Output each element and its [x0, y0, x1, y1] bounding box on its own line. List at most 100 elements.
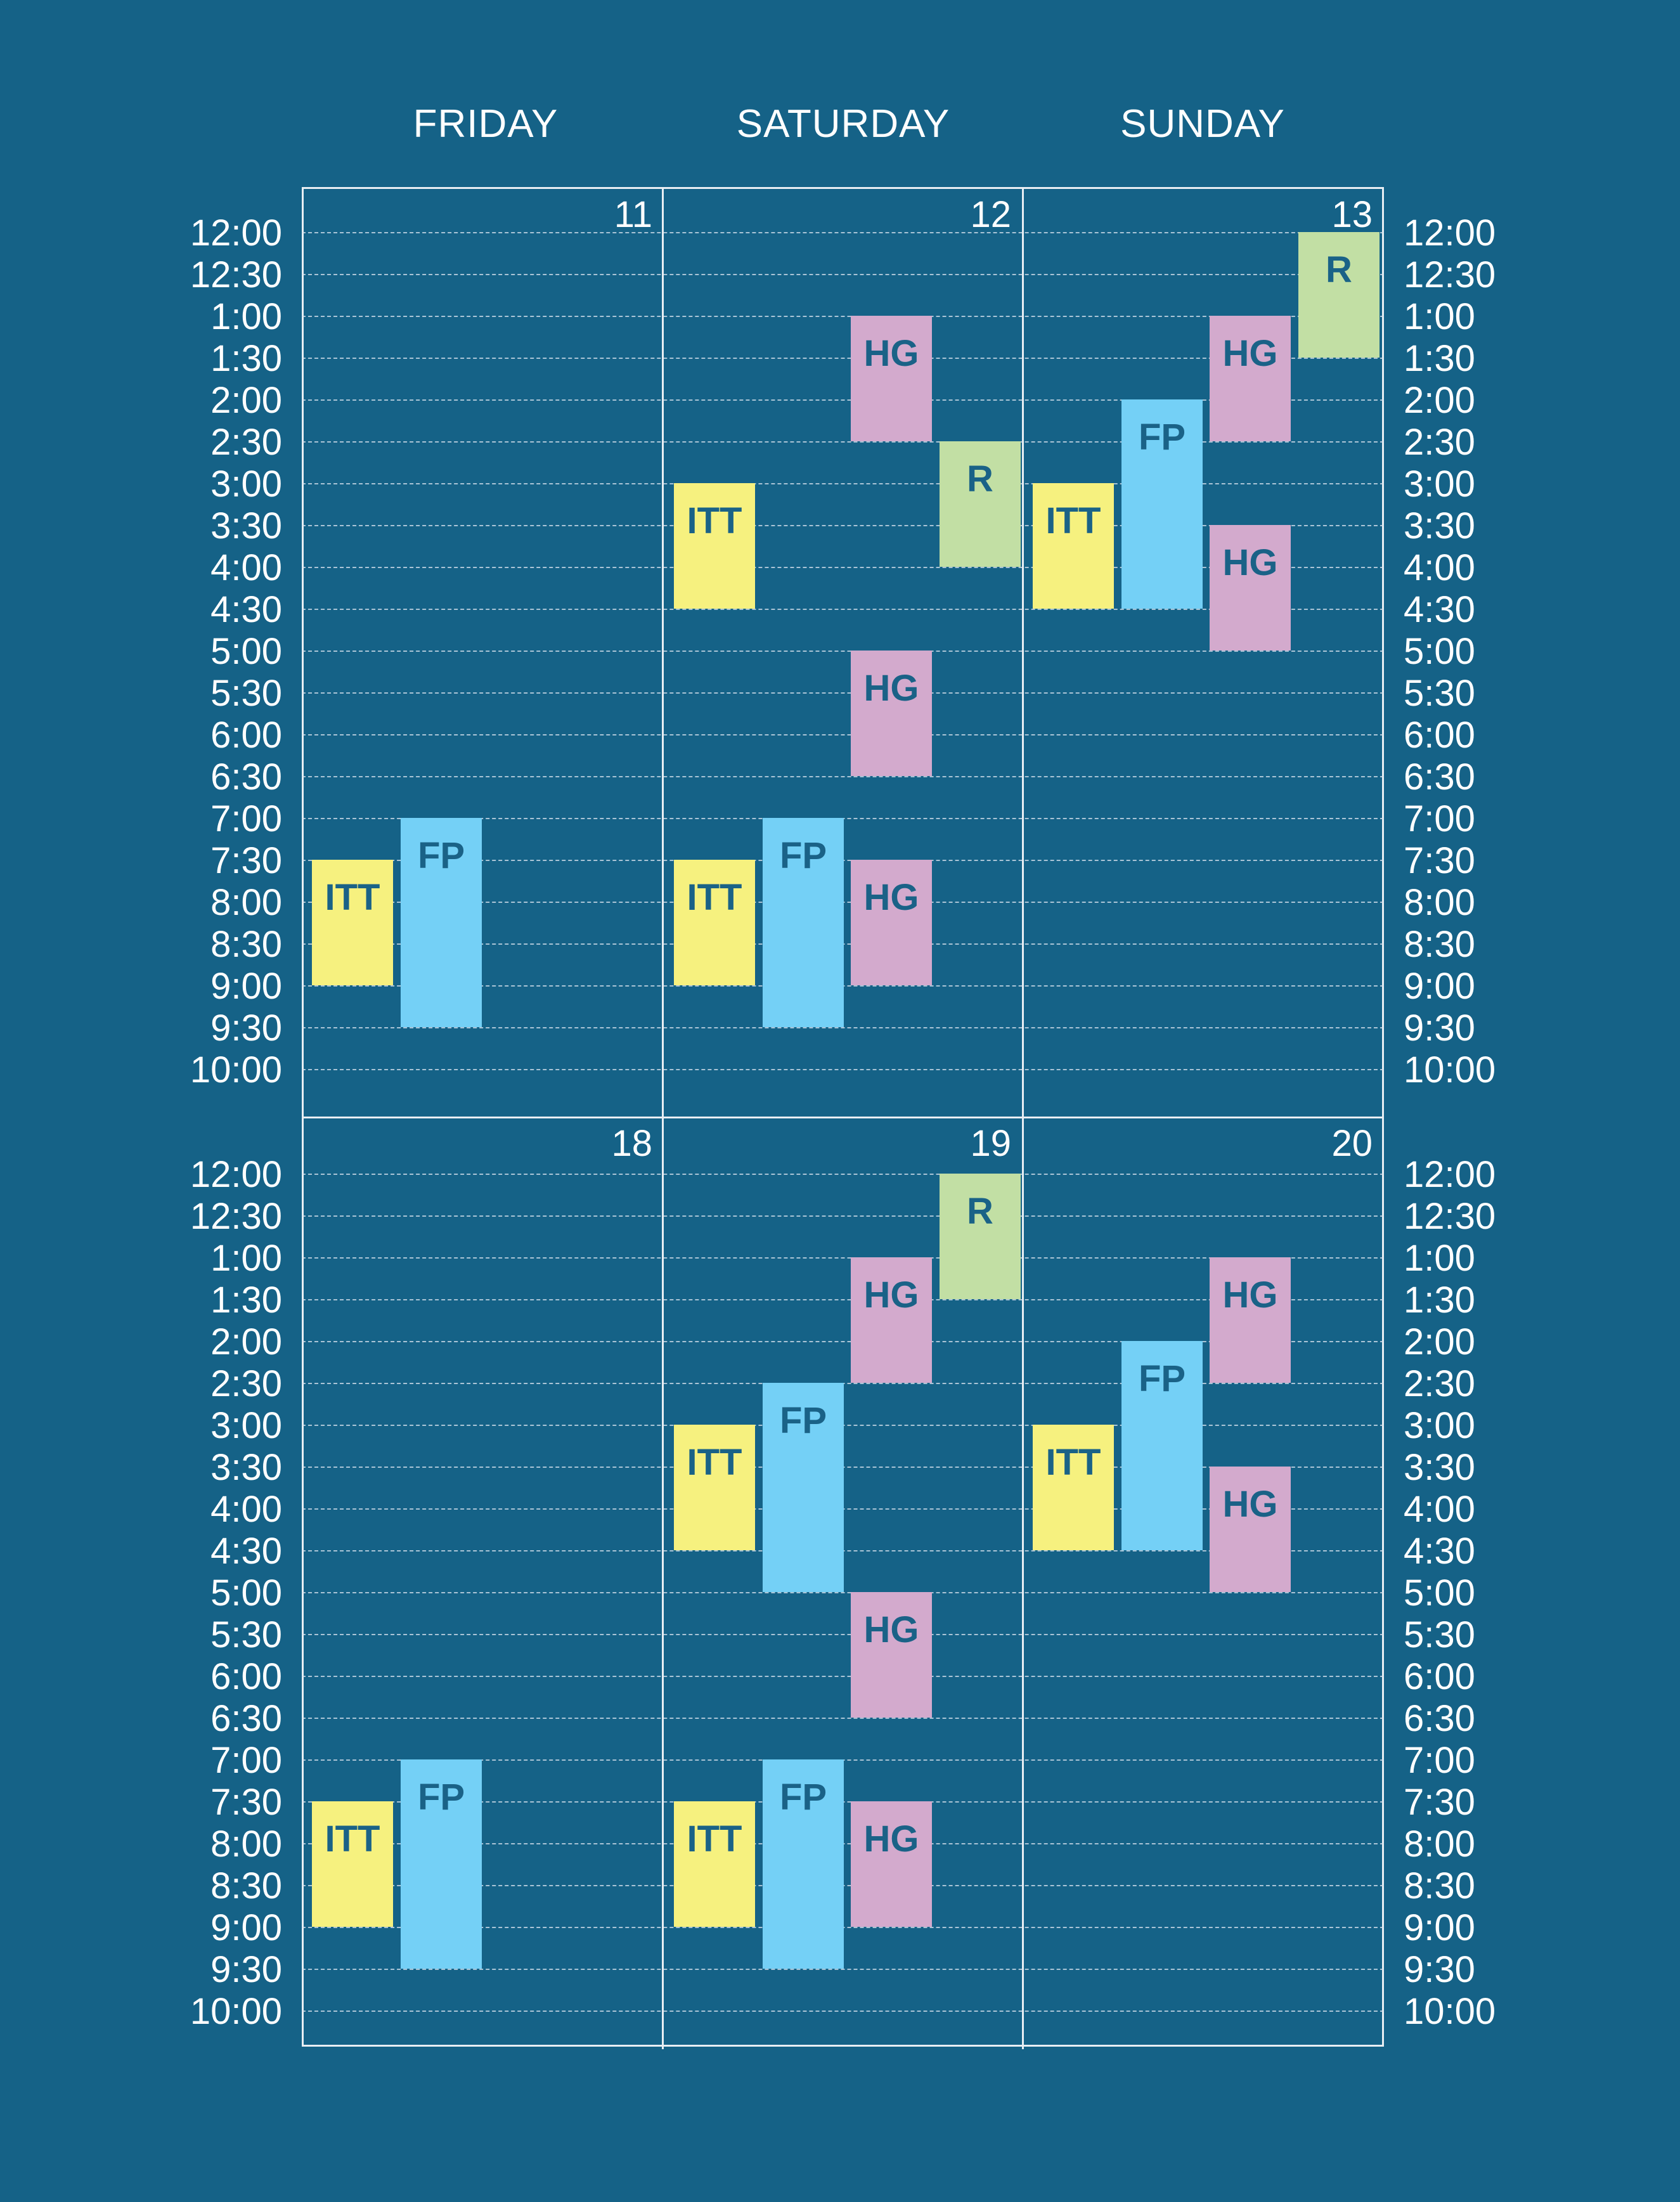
time-gridline	[302, 567, 1384, 568]
time-gridline	[302, 483, 1384, 484]
event-block-fp[interactable]: FP	[763, 818, 844, 1027]
time-label: 5:30	[1404, 673, 1475, 714]
time-label: 4:00	[1404, 1489, 1475, 1530]
time-label: 8:00	[210, 882, 282, 923]
event-block-hg[interactable]: HG	[851, 860, 932, 985]
time-label: 3:30	[210, 505, 282, 547]
event-block-itt[interactable]: ITT	[674, 1801, 755, 1927]
time-label: 1:00	[1404, 1238, 1475, 1279]
time-label: 12:30	[190, 1196, 282, 1237]
time-label: 12:00	[1404, 1154, 1496, 1195]
time-label: 12:30	[1404, 1196, 1496, 1237]
event-block-r[interactable]: R	[940, 1174, 1021, 1299]
event-block-hg[interactable]: HG	[851, 1257, 932, 1383]
day-divider	[1022, 187, 1024, 2049]
time-label: 8:30	[210, 924, 282, 965]
time-label: 9:30	[210, 1949, 282, 1990]
time-label: 2:30	[210, 422, 282, 463]
time-label: 3:00	[210, 463, 282, 505]
date-number: 12	[970, 194, 1011, 235]
event-block-hg[interactable]: HG	[1210, 525, 1291, 651]
time-label: 1:00	[210, 296, 282, 337]
week-divider	[302, 1117, 1384, 1118]
time-label: 1:30	[1404, 338, 1475, 379]
time-label: 5:00	[210, 1572, 282, 1614]
time-gridline	[302, 1027, 1384, 1028]
event-block-fp[interactable]: FP	[763, 1759, 844, 1969]
date-number: 13	[1331, 194, 1373, 235]
time-label: 4:30	[210, 1531, 282, 1572]
time-label: 2:00	[1404, 1321, 1475, 1363]
time-label: 9:00	[210, 966, 282, 1007]
time-label: 3:00	[210, 1405, 282, 1446]
time-label: 9:00	[1404, 1907, 1475, 1948]
time-label: 3:30	[1404, 1447, 1475, 1488]
time-label: 8:00	[210, 1823, 282, 1865]
time-gridline	[302, 776, 1384, 777]
event-block-itt[interactable]: ITT	[674, 1425, 755, 1550]
time-label: 9:00	[210, 1907, 282, 1948]
event-block-fp[interactable]: FP	[1121, 1341, 1203, 1550]
time-label: 8:00	[1404, 882, 1475, 923]
time-label: 8:30	[1404, 924, 1475, 965]
time-label: 9:30	[210, 1007, 282, 1049]
event-block-itt[interactable]: ITT	[312, 1801, 393, 1927]
date-number: 19	[970, 1123, 1011, 1164]
event-block-hg[interactable]: HG	[851, 651, 932, 776]
time-label: 8:00	[1404, 1823, 1475, 1865]
event-block-hg[interactable]: HG	[1210, 316, 1291, 441]
time-label: 6:30	[210, 756, 282, 798]
event-block-r[interactable]: R	[940, 441, 1021, 567]
event-block-itt[interactable]: ITT	[674, 860, 755, 985]
time-label: 7:30	[1404, 1782, 1475, 1823]
time-gridline	[302, 1718, 1384, 1719]
time-gridline	[302, 1174, 1384, 1175]
time-label: 2:00	[210, 380, 282, 421]
event-block-hg[interactable]: HG	[1210, 1257, 1291, 1383]
event-block-fp[interactable]: FP	[1121, 399, 1203, 609]
event-block-hg[interactable]: HG	[851, 316, 932, 441]
event-block-itt[interactable]: ITT	[312, 860, 393, 985]
time-label: 4:00	[1404, 547, 1475, 588]
time-gridline	[302, 1969, 1384, 1970]
event-block-fp[interactable]: FP	[763, 1383, 844, 1592]
event-block-itt[interactable]: ITT	[1033, 1425, 1114, 1550]
time-gridline	[302, 1215, 1384, 1217]
time-label: 6:30	[1404, 1698, 1475, 1739]
time-label: 8:30	[1404, 1865, 1475, 1907]
time-label: 12:00	[1404, 212, 1496, 254]
time-label: 7:30	[210, 1782, 282, 1823]
time-label: 9:30	[1404, 1949, 1475, 1990]
time-gridline	[302, 525, 1384, 526]
time-label: 7:00	[1404, 798, 1475, 839]
time-gridline	[302, 1341, 1384, 1342]
time-label: 10:00	[190, 1049, 282, 1091]
event-block-r[interactable]: R	[1298, 232, 1380, 358]
event-block-itt[interactable]: ITT	[674, 483, 755, 609]
event-block-itt[interactable]: ITT	[1033, 483, 1114, 609]
event-block-fp[interactable]: FP	[401, 1759, 482, 1969]
time-gridline	[302, 232, 1384, 233]
day-header-friday: FRIDAY	[413, 102, 559, 146]
time-gridline	[302, 651, 1384, 652]
time-label: 5:30	[210, 673, 282, 714]
event-block-hg[interactable]: HG	[851, 1592, 932, 1718]
time-label: 9:00	[1404, 966, 1475, 1007]
time-label: 12:00	[190, 212, 282, 254]
time-label: 12:30	[1404, 254, 1496, 295]
event-block-hg[interactable]: HG	[851, 1801, 932, 1927]
time-gridline	[302, 399, 1384, 401]
time-gridline	[302, 358, 1384, 359]
date-number: 18	[611, 1123, 652, 1164]
time-gridline	[302, 1299, 1384, 1300]
time-label: 1:30	[210, 338, 282, 379]
time-label: 1:00	[1404, 296, 1475, 337]
time-label: 5:00	[210, 631, 282, 672]
time-label: 9:30	[1404, 1007, 1475, 1049]
time-label: 6:00	[210, 715, 282, 756]
day-header-sunday: SUNDAY	[1120, 102, 1285, 146]
event-block-hg[interactable]: HG	[1210, 1467, 1291, 1592]
time-label: 4:30	[1404, 589, 1475, 630]
event-block-fp[interactable]: FP	[401, 818, 482, 1027]
time-label: 4:30	[1404, 1531, 1475, 1572]
